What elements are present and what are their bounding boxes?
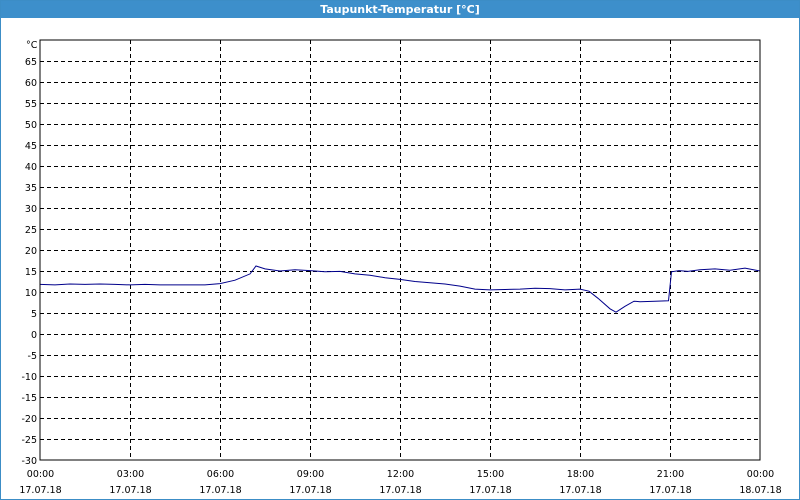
y-tick-label: 40 xyxy=(25,162,37,173)
series-line xyxy=(39,265,761,313)
x-tick-time-label: 00:00 xyxy=(27,469,54,480)
x-tick-date-label: 17.07.18 xyxy=(559,485,601,496)
x-tick-date-label: 17.07.18 xyxy=(109,485,151,496)
y-tick-label: 35 xyxy=(25,183,37,194)
y-tick-label: 60 xyxy=(25,78,37,89)
chart-series xyxy=(39,265,761,313)
y-tick-label: -15 xyxy=(21,393,37,404)
y-tick-label: -25 xyxy=(21,435,37,446)
y-tick-label: 25 xyxy=(25,225,37,236)
y-tick-label: 15 xyxy=(25,267,37,278)
x-tick-time-label: 18:00 xyxy=(567,469,594,480)
y-tick-label: 10 xyxy=(25,288,37,299)
y-tick-label: 50 xyxy=(25,120,37,131)
x-tick-date-label: 17.07.18 xyxy=(19,485,61,496)
x-tick-time-label: 21:00 xyxy=(657,469,684,480)
y-axis-unit-label: °C xyxy=(26,40,38,51)
x-tick-date-label: 17.07.18 xyxy=(379,485,421,496)
y-tick-label: -5 xyxy=(28,351,37,362)
x-axis-ticks: 00:00 17.07.18 03:00 17.07.18 06:00 17.07.18 0… xyxy=(19,469,781,496)
x-tick-date-label: 17.07.18 xyxy=(649,485,691,496)
y-axis-ticks: 65605550454035302520151050-5-10-15-20-25… xyxy=(21,57,37,467)
y-tick-label: 65 xyxy=(25,57,37,68)
y-tick-label: 20 xyxy=(25,246,37,257)
x-tick-date-label: 17.07.18 xyxy=(469,485,511,496)
x-tick-time-label: 15:00 xyxy=(477,469,504,480)
y-tick-label: 5 xyxy=(31,309,37,320)
x-tick-time-label: 00:00 xyxy=(747,469,774,480)
y-tick-label: -30 xyxy=(21,456,37,467)
x-tick-time-label: 12:00 xyxy=(387,469,414,480)
x-tick-time-label: 06:00 xyxy=(207,469,234,480)
x-tick-date-label: 17.07.18 xyxy=(199,485,241,496)
y-tick-label: 30 xyxy=(25,204,37,215)
y-tick-label: 55 xyxy=(25,99,37,110)
y-tick-label: -10 xyxy=(21,372,37,383)
plot-frame xyxy=(39,39,761,461)
chart-grid xyxy=(40,40,760,460)
x-tick-time-label: 03:00 xyxy=(117,469,144,480)
y-tick-label: -20 xyxy=(21,414,37,425)
y-tick-label: 0 xyxy=(31,330,37,341)
y-tick-label: 45 xyxy=(25,141,37,152)
window-title: Taupunkt-Temperatur [°C] xyxy=(1,1,799,18)
x-tick-time-label: 09:00 xyxy=(297,469,324,480)
x-tick-date-label: 18.07.18 xyxy=(739,485,781,496)
x-tick-date-label: 17.07.18 xyxy=(289,485,331,496)
